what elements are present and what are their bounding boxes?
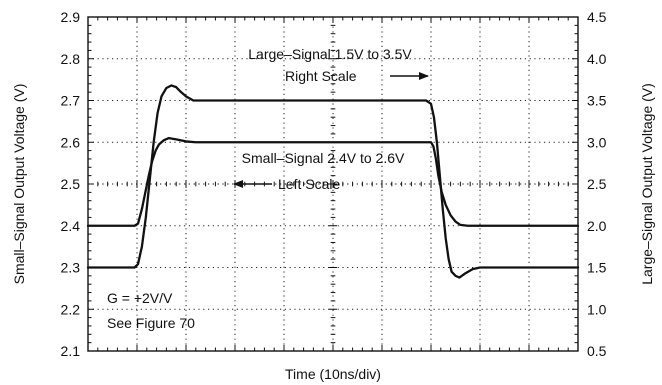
right-tick-label: 4.5 <box>587 9 607 25</box>
small-signal-series-line <box>86 136 580 227</box>
left-tick-label: 2.9 <box>61 9 81 25</box>
left-tick-labels: 2.1 2.2 2.3 2.4 2.5 2.6 2.7 2.8 2.9 <box>61 9 81 359</box>
left-tick-label: 2.6 <box>61 134 81 150</box>
right-tick-label: 4.0 <box>587 51 607 67</box>
left-axis-title: Small–Signal Output Voltage (V) <box>11 84 27 285</box>
left-tick-label: 2.8 <box>61 51 81 67</box>
right-tick-label: 3.0 <box>587 134 607 150</box>
left-tick-label: 2.3 <box>61 260 81 276</box>
left-tick-label: 2.4 <box>61 218 81 234</box>
gain-annotation: G = +2V/V <box>107 290 173 306</box>
figure-reference-annotation: See Figure 70 <box>107 315 195 331</box>
right-tick-label: 1.5 <box>587 260 607 276</box>
large-signal-annotation: Large–Signal 1.5V to 3.5V <box>248 46 412 62</box>
left-tick-label: 2.2 <box>61 301 81 317</box>
right-scale-annotation: Right Scale <box>285 68 357 84</box>
right-tick-label: 0.5 <box>587 343 607 359</box>
plot-frame <box>87 16 579 352</box>
left-tick-label: 2.5 <box>61 176 81 192</box>
left-scale-annotation: Left Scale <box>278 176 340 192</box>
right-tick-label: 3.5 <box>587 93 607 109</box>
right-axis-title: Large–Signal Output Voltage (V) <box>639 83 655 285</box>
left-tick-label: 2.7 <box>61 93 81 109</box>
large-signal-series-line <box>86 84 580 279</box>
small-signal-annotation: Small–Signal 2.4V to 2.6V <box>242 150 405 166</box>
right-tick-label: 1.0 <box>587 301 607 317</box>
right-tick-label: 2.5 <box>587 176 607 192</box>
series-layer <box>86 84 580 279</box>
x-axis-title: Time (10ns/div) <box>285 366 381 382</box>
right-tick-labels: 0.5 1.0 1.5 2.0 2.5 3.0 3.5 4.0 4.5 <box>587 9 607 359</box>
left-tick-label: 2.1 <box>61 343 81 359</box>
right-tick-label: 2.0 <box>587 218 607 234</box>
